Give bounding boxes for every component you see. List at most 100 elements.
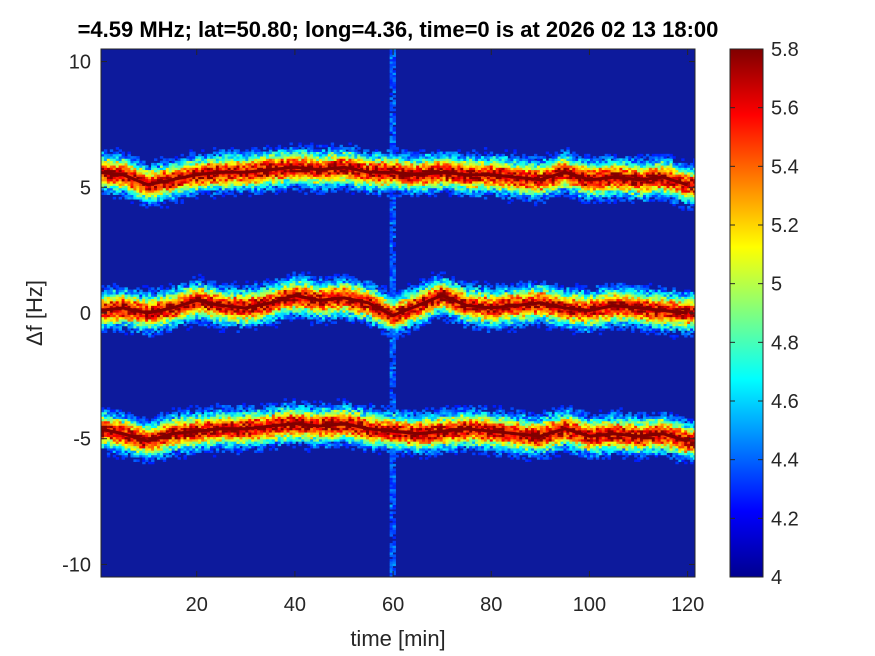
heatmap-cell (171, 192, 176, 195)
heatmap-cell (195, 434, 199, 438)
heatmap-cell (207, 407, 211, 410)
heatmap-cell (227, 167, 231, 171)
heatmap-cell (280, 425, 285, 429)
heatmap-cell (121, 427, 125, 431)
heatmap-cell (265, 402, 270, 406)
heatmap-cell (209, 443, 214, 447)
heatmap-cell (183, 420, 187, 424)
heatmap-cell (345, 287, 349, 291)
heatmap-cell (171, 323, 176, 327)
heatmap-cell (304, 158, 308, 162)
heatmap-cell (233, 443, 237, 447)
heatmap-cell (307, 450, 311, 453)
heatmap-cell (103, 414, 108, 417)
heatmap-cell (339, 407, 343, 410)
heatmap-cell (321, 176, 326, 180)
heatmap-cell (245, 300, 249, 304)
heatmap-cell (271, 323, 276, 327)
heatmap-cell (207, 169, 211, 173)
heatmap-cell (195, 409, 199, 413)
heatmap-cell (292, 418, 296, 422)
heatmap-cell (142, 441, 146, 444)
heatmap-cell (103, 309, 108, 313)
heatmap-cell (348, 142, 352, 146)
heatmap-cell (354, 307, 358, 311)
heatmap-cell (274, 187, 279, 191)
heatmap-cell (324, 183, 329, 186)
heatmap-cell (263, 436, 267, 440)
heatmap-cell (351, 162, 355, 166)
heatmap-cell (118, 414, 123, 417)
heatmap-cell (298, 303, 302, 306)
heatmap-cell (192, 190, 196, 193)
heatmap-cell (316, 282, 320, 286)
heatmap-cell (265, 185, 270, 189)
heatmap-cell (215, 187, 220, 191)
heatmap-cell (254, 438, 258, 442)
heatmap-cell (151, 298, 155, 302)
heatmap-cell (277, 176, 282, 180)
heatmap-cell (339, 414, 343, 417)
heatmap-cell (209, 434, 214, 438)
heatmap-cell (304, 407, 308, 410)
heatmap-cell (168, 176, 173, 180)
heatmap-cell (106, 153, 111, 157)
heatmap-cell (254, 307, 258, 311)
heatmap-cell (321, 289, 326, 293)
heatmap-cell (327, 420, 332, 424)
heatmap-cell (236, 190, 240, 193)
heatmap-cell (251, 294, 255, 297)
heatmap-cell (286, 309, 290, 313)
heatmap-cell (159, 178, 164, 182)
heatmap-cell (139, 305, 143, 309)
heatmap-cell (316, 165, 320, 168)
heatmap-cell (263, 183, 267, 186)
heatmap-cell (271, 187, 276, 191)
heatmap-cell (215, 319, 220, 322)
heatmap-cell (177, 418, 181, 422)
heatmap-cell (274, 183, 279, 186)
heatmap-cell (174, 307, 178, 311)
heatmap-cell (260, 443, 264, 447)
heatmap-cell (277, 183, 282, 186)
heatmap-cell (127, 450, 131, 453)
heatmap-cell (324, 414, 329, 417)
heatmap-cell (136, 190, 140, 193)
heatmap-cell (177, 309, 181, 313)
heatmap-cell (254, 174, 258, 177)
heatmap-cell (159, 332, 164, 336)
heatmap-cell (348, 183, 352, 186)
heatmap-cell (212, 418, 217, 422)
heatmap-cell (165, 160, 170, 164)
heatmap-cell (304, 165, 308, 168)
heatmap-cell (180, 309, 184, 313)
heatmap-cell (139, 418, 143, 422)
heatmap-cell (336, 278, 340, 281)
heatmap-cell (254, 156, 258, 159)
heatmap-cell (333, 190, 338, 193)
heatmap-cell (336, 273, 340, 277)
heatmap-cell (133, 445, 137, 449)
heatmap-cell (189, 176, 193, 180)
heatmap-cell (333, 411, 338, 415)
heatmap-cell (204, 414, 208, 417)
heatmap-cell (101, 294, 105, 297)
heatmap-cell (168, 165, 173, 168)
heatmap-cell (268, 296, 273, 300)
heatmap-cell (224, 438, 229, 442)
heatmap-cell (189, 165, 193, 168)
heatmap-cell (230, 416, 234, 419)
heatmap-cell (154, 300, 158, 304)
heatmap-cell (257, 296, 261, 300)
heatmap-cell (251, 149, 255, 152)
heatmap-cell (304, 303, 308, 306)
heatmap-cell (204, 321, 208, 324)
heatmap-cell (109, 448, 114, 451)
heatmap-cell (277, 147, 282, 150)
heatmap-cell (130, 194, 134, 198)
heatmap-cell (142, 162, 146, 166)
heatmap-cell (333, 407, 338, 410)
heatmap-cell (130, 454, 134, 458)
heatmap-cell (130, 448, 134, 451)
heatmap-cell (192, 276, 196, 279)
